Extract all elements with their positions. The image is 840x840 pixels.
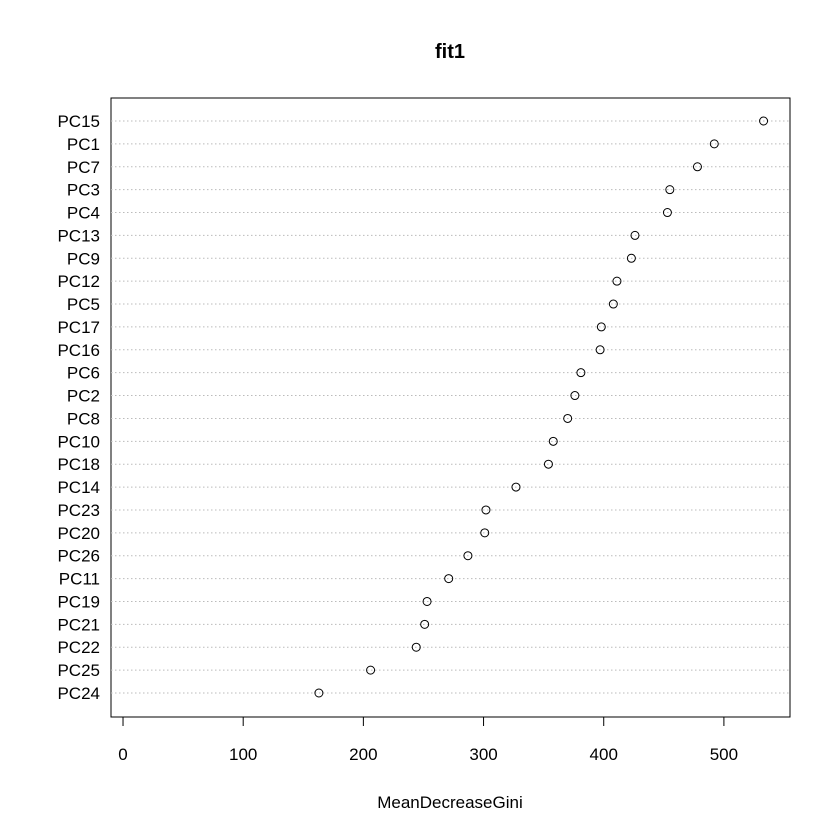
category-label-pc21: PC21	[57, 615, 100, 634]
data-point-pc6	[576, 368, 586, 378]
data-point-pc5	[608, 299, 618, 309]
category-label-pc17: PC17	[57, 318, 100, 337]
category-label-pc23: PC23	[57, 501, 100, 520]
data-point-pc23	[481, 505, 491, 515]
data-point-pc2	[570, 391, 580, 401]
category-label-pc20: PC20	[57, 524, 100, 543]
grid-lines	[111, 120, 790, 694]
data-point-pc11	[444, 574, 454, 584]
data-point-pc3	[665, 185, 675, 195]
category-label-pc10: PC10	[57, 432, 100, 451]
category-label-pc12: PC12	[57, 272, 100, 291]
data-point-pc21	[420, 619, 430, 629]
data-point-pc12	[612, 276, 622, 286]
data-point-pc17	[596, 322, 606, 332]
x-tick-label: 200	[349, 745, 377, 764]
x-axis: 0 100 200 300 400 500	[118, 716, 738, 764]
x-tick-label: 300	[469, 745, 497, 764]
x-tick-label: 400	[590, 745, 618, 764]
data-point-pc9	[626, 253, 636, 263]
category-labels: PC15 PC1 PC7 PC3 PC4 PC13 PC9 PC12 PC5 PC17 PC16 PC…	[57, 112, 100, 703]
data-point-pc19	[422, 596, 432, 606]
category-label-pc3: PC3	[67, 181, 100, 200]
category-label-pc8: PC8	[67, 409, 100, 428]
data-point-pc10	[548, 436, 558, 446]
x-tick-label: 100	[229, 745, 257, 764]
x-tick-label: 500	[710, 745, 738, 764]
category-label-pc24: PC24	[57, 684, 100, 703]
data-point-pc1	[709, 139, 719, 149]
data-point-pc22	[411, 642, 421, 652]
data-point-pc7	[692, 162, 702, 172]
category-label-pc15: PC15	[57, 112, 100, 131]
data-points	[314, 116, 769, 698]
data-point-pc20	[480, 528, 490, 538]
category-label-pc2: PC2	[67, 387, 100, 406]
data-point-pc16	[595, 345, 605, 355]
data-point-pc13	[630, 230, 640, 240]
category-label-pc5: PC5	[67, 295, 100, 314]
data-point-pc4	[662, 208, 672, 218]
category-label-pc14: PC14	[57, 478, 100, 497]
data-point-pc18	[543, 459, 553, 469]
category-label-pc1: PC1	[67, 135, 100, 154]
data-point-pc26	[463, 551, 473, 561]
category-label-pc13: PC13	[57, 226, 100, 245]
chart-title: fit1	[435, 41, 465, 63]
data-point-pc14	[511, 482, 521, 492]
category-label-pc9: PC9	[67, 249, 100, 268]
category-label-pc19: PC19	[57, 592, 100, 611]
category-label-pc25: PC25	[57, 661, 100, 680]
category-label-pc6: PC6	[67, 364, 100, 383]
category-label-pc11: PC11	[59, 570, 100, 589]
data-point-pc8	[563, 413, 573, 423]
data-point-pc15	[759, 116, 769, 126]
category-label-pc7: PC7	[67, 158, 100, 177]
category-label-pc4: PC4	[67, 204, 100, 223]
x-axis-label: MeanDecreaseGini	[377, 793, 523, 812]
category-label-pc26: PC26	[57, 547, 100, 566]
category-label-pc16: PC16	[57, 341, 100, 360]
category-label-pc22: PC22	[57, 638, 100, 657]
data-point-pc25	[366, 665, 376, 675]
data-point-pc24	[314, 688, 324, 698]
category-label-pc18: PC18	[57, 455, 100, 474]
x-tick-label: 0	[118, 745, 127, 764]
